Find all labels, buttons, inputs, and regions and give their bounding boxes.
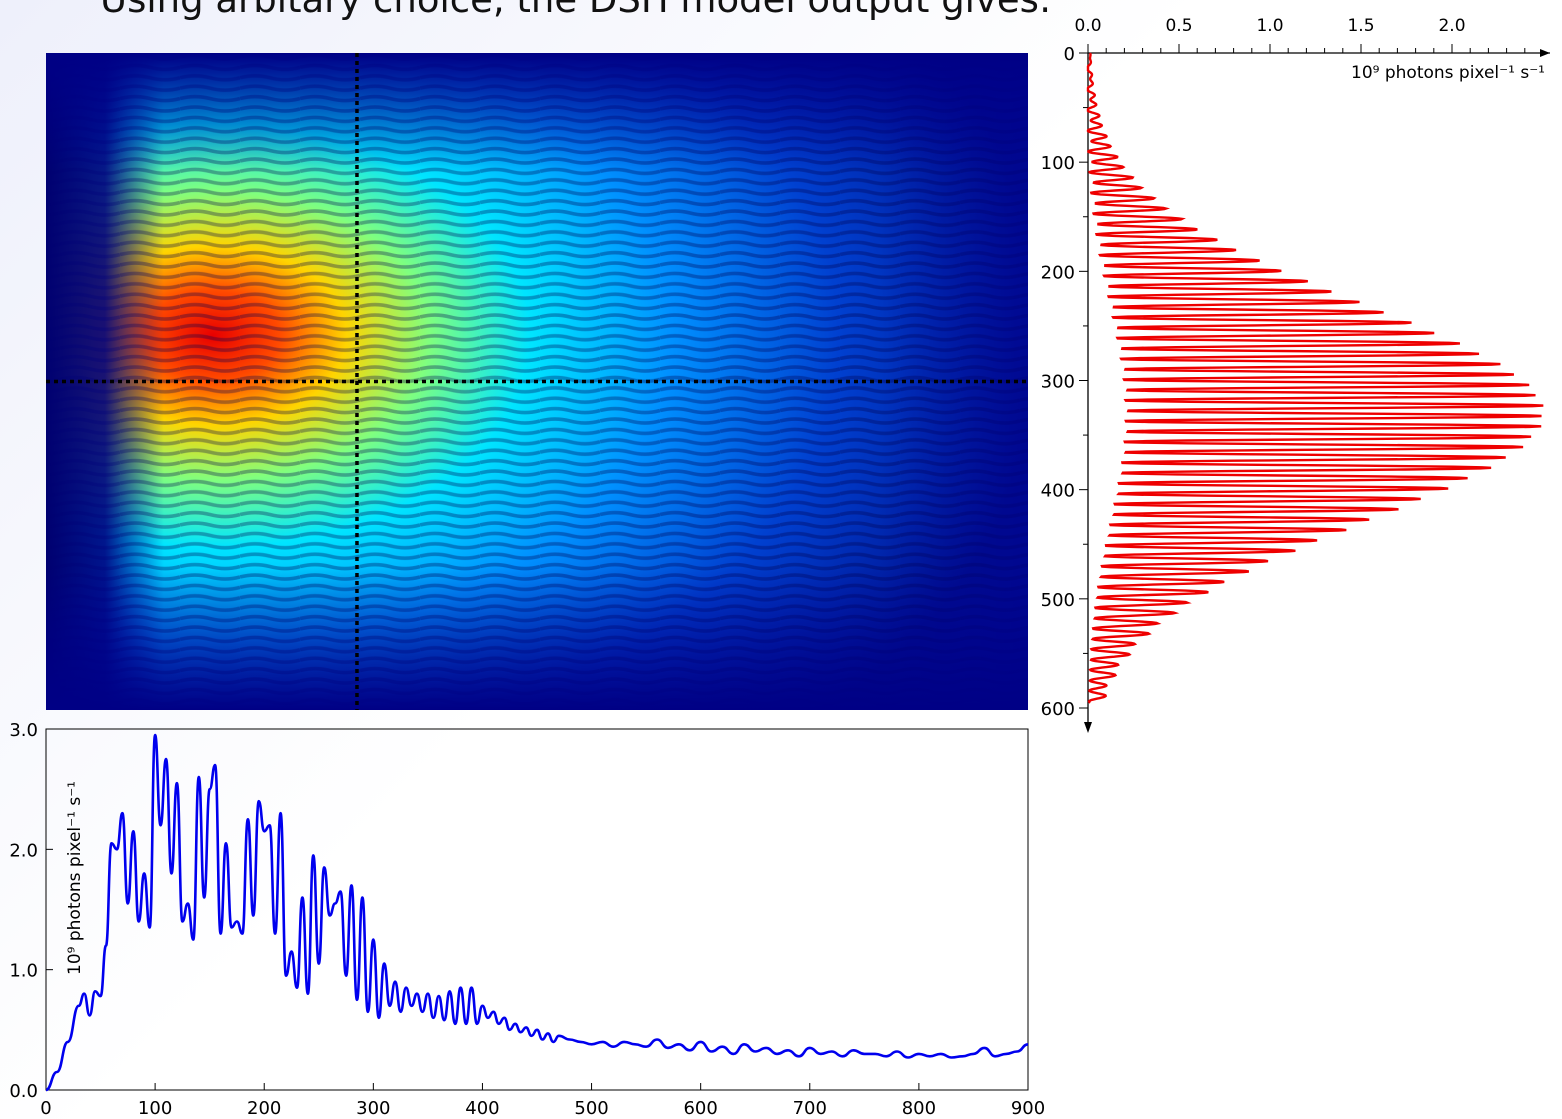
right-y-tick-label: 0 [1064, 44, 1075, 65]
right-x-tick-label: 1.5 [1347, 16, 1374, 36]
bottom-plot-frame [45, 728, 1029, 1091]
vertical-profile-plot: 0.0 0.5 1.0 1.5 2.0 0 100 200 300 400 500 600 10⁹ p… [1041, 16, 1550, 733]
bottom-x-tick-label: 800 [902, 1098, 936, 1119]
bottom-y-tick-label: 3.0 [9, 720, 38, 741]
bottom-x-tick-label: 900 [1011, 1098, 1045, 1119]
bottom-x-tick-label: 0 [40, 1098, 51, 1119]
right-x-tick-label: 1.0 [1256, 16, 1283, 36]
right-x-tick-label: 2.0 [1438, 16, 1465, 36]
bottom-x-tick-label: 600 [683, 1098, 717, 1119]
right-y-tick-label: 300 [1041, 372, 1075, 393]
right-y-tick-label: 500 [1041, 590, 1075, 611]
right-x-tick-label: 0.0 [1074, 16, 1101, 36]
right-y-tick-label: 100 [1041, 153, 1075, 174]
right-x-tick-label: 0.5 [1165, 16, 1192, 36]
right-y-tick-label: 200 [1041, 262, 1075, 283]
right-y-tick-label: 400 [1041, 481, 1075, 502]
bottom-y-tick-label: 1.0 [9, 961, 38, 982]
right-plot-ticks: 0.0 0.5 1.0 1.5 2.0 0 100 200 300 400 500 600 [1041, 16, 1526, 720]
bottom-x-tick-label: 500 [574, 1098, 608, 1119]
slide-title: Using arbitary choice, the DSH model out… [100, 0, 1051, 21]
right-y-tick-label: 600 [1041, 699, 1075, 720]
bottom-x-tick-label: 400 [465, 1098, 499, 1119]
bottom-x-tick-label: 700 [793, 1098, 827, 1119]
horizontal-profile-plot: 0 100 200 300 400 500 600 700 800 900 0.0 1.0 2.0 3.0… [9, 720, 1045, 1119]
bottom-x-tick-label: 300 [356, 1098, 390, 1119]
right-plot-x-arrow [1540, 49, 1550, 57]
bottom-x-tick-label: 100 [138, 1098, 172, 1119]
bottom-y-tick-label: 2.0 [9, 840, 38, 861]
bottom-plot-ylabel: 10⁹ photons pixel⁻¹ s⁻¹ [65, 781, 85, 975]
bottom-x-tick-label: 200 [247, 1098, 281, 1119]
bottom-y-tick-label: 0.0 [9, 1081, 38, 1102]
right-plot-y-arrow [1084, 722, 1092, 733]
horizontal-profile-series [45, 733, 1029, 1092]
right-plot-xlabel: 10⁹ photons pixel⁻¹ s⁻¹ [1351, 63, 1545, 83]
bottom-plot-ticks: 0 100 200 300 400 500 600 700 800 900 0.0 1.0 2.0 3.0 [9, 720, 1045, 1119]
vertical-profile-series [1086, 52, 1544, 704]
